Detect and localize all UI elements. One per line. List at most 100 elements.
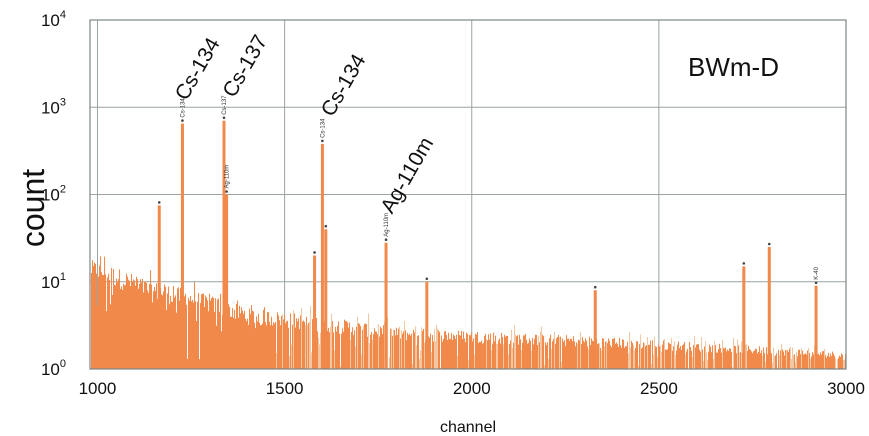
spectrum-bar (415, 326, 417, 369)
spectrum-bar (403, 331, 405, 369)
spectrum-bar (712, 345, 714, 369)
spectrum-bar (656, 346, 658, 369)
spectrum-bar (483, 342, 485, 369)
spectrum-bar (531, 350, 533, 369)
spectrum-bar (472, 341, 474, 369)
spectrum-bar (705, 341, 707, 369)
spectrum-bar (505, 336, 507, 369)
spectrum-bar (109, 280, 111, 369)
spectrum-bar (433, 341, 435, 369)
spectrum-bar (161, 294, 163, 369)
spectrum-bar (406, 340, 408, 369)
spectrum-bar (133, 279, 135, 369)
spectrum-bar (318, 337, 320, 369)
spectrum-bar (786, 349, 788, 369)
spectrum-bar (382, 334, 384, 369)
spectrum-bar (678, 341, 680, 369)
spectrum-bar (699, 349, 701, 369)
spectrum-bar (463, 331, 465, 369)
spectrum-bar (381, 328, 383, 369)
spectrum-bar (167, 293, 169, 369)
spectrum-bar (608, 338, 610, 369)
spectrum-bar (673, 346, 675, 369)
spectrum-bar (820, 352, 822, 369)
spectrum-bar (753, 351, 755, 369)
spectrum-bar (370, 334, 372, 369)
spectrum-bar (654, 336, 656, 369)
spectrum-bar (157, 298, 159, 369)
spectrum-bar (139, 283, 141, 369)
spectrum-bar (156, 283, 158, 369)
spectrum-bar (303, 320, 305, 369)
spectrum-bar (376, 331, 378, 369)
spectrum-bar (124, 285, 126, 369)
spectrum-bar (275, 321, 277, 369)
peak-marker (425, 277, 429, 281)
spectrum-bar (523, 335, 525, 369)
spectrum-bar (129, 281, 131, 369)
spectrum-bar (758, 351, 760, 369)
spectrum-bar (592, 340, 594, 369)
spectrum-bar (364, 323, 366, 369)
spectrum-bar (125, 284, 127, 369)
spectrum-bar (375, 331, 377, 369)
spectrum-bar (168, 286, 170, 369)
spectrum-bar (565, 346, 567, 369)
spectrum-bar (671, 338, 673, 369)
spectrum-bar (442, 341, 444, 369)
spectrum-bar (560, 336, 562, 369)
spectrum-bar (279, 320, 281, 369)
spectrum-bar (399, 326, 401, 369)
spectrum-bar (765, 361, 767, 369)
spectrum-bar (839, 355, 841, 369)
spectrum-bar (253, 311, 255, 369)
spectrum-bar (580, 331, 582, 369)
spectrum-bar (246, 321, 248, 369)
spectrum-bar (420, 350, 422, 369)
spectrum-bar (732, 366, 734, 369)
spectrum-bar (264, 307, 266, 369)
spectrum-bar (428, 336, 430, 369)
spectrum-bar (498, 340, 500, 369)
spectrum-bar (766, 347, 768, 369)
spectrum-bar (561, 362, 563, 369)
spectrum-bar (198, 292, 200, 369)
spectrum-bar (707, 360, 709, 369)
spectrum-bar (439, 331, 441, 369)
spectrum-bar (840, 356, 842, 369)
peak-marker (313, 251, 316, 254)
spectrum-bar (447, 340, 449, 369)
spectrum-bar (262, 323, 264, 369)
spectrum-bar (757, 353, 759, 369)
spectrum-bar (232, 308, 234, 369)
spectrum-bar (342, 328, 344, 369)
spectrum-bar (362, 329, 364, 369)
spectrum-bar (740, 352, 742, 369)
spectrum-bar (501, 332, 503, 369)
spectrum-bar (170, 295, 172, 369)
spectrum-bar (430, 333, 432, 369)
spectrum-bar (760, 353, 762, 369)
peak-line (157, 205, 161, 369)
spectrum-bar (371, 331, 373, 369)
spectrum-bar (663, 340, 665, 369)
spectrum-bar (272, 325, 274, 369)
spectrum-bar (539, 342, 541, 369)
spectrum-bar (521, 350, 523, 369)
spectrum-bar (569, 340, 571, 369)
spectrum-bar (206, 297, 208, 369)
spectrum-bar (750, 349, 752, 369)
spectrum-bar (354, 330, 356, 369)
spectrum-bar (306, 316, 308, 369)
spectrum-bar (611, 347, 613, 369)
x-tick-label: 1000 (79, 379, 117, 398)
spectrum-bar (587, 346, 589, 369)
spectrum-bar (651, 364, 653, 369)
spectrum-bar (563, 341, 565, 369)
spectrum-bar (424, 342, 426, 369)
spectrum-bar (646, 345, 648, 369)
spectrum-bar (244, 310, 246, 369)
spectrum-bar (149, 284, 151, 369)
spectrum-bar (101, 272, 103, 369)
peak-marker (222, 116, 226, 120)
